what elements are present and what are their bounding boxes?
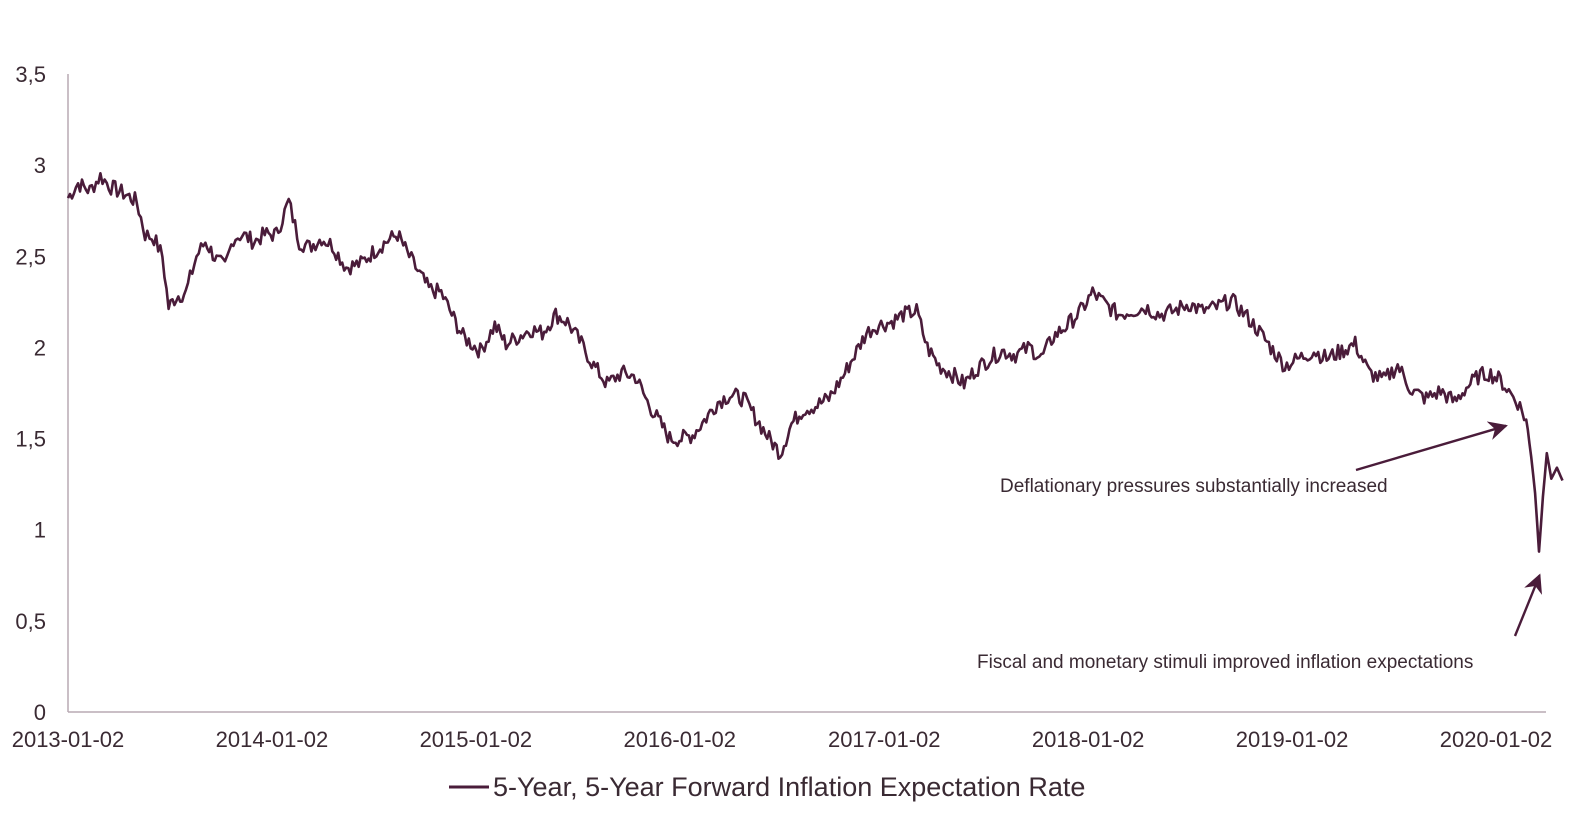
legend-label: 5-Year, 5-Year Forward Inflation Expecta… [493, 772, 1085, 802]
legend: 5-Year, 5-Year Forward Inflation Expecta… [449, 772, 1085, 802]
y-tick-label: 0 [34, 700, 46, 725]
y-tick-label: 1 [34, 518, 46, 543]
y-axis: 0 0,5 1 1,5 2 2,5 3 3,5 [15, 62, 69, 725]
y-tick-label: 2 [34, 335, 46, 360]
x-tick-label: 2016-01-02 [623, 727, 736, 752]
x-tick-label: 2015-01-02 [420, 727, 533, 752]
x-axis: 2013-01-02 2014-01-02 2015-01-02 2016-01-02… [12, 711, 1553, 752]
series-layer [66, 172, 1564, 553]
series-line [66, 172, 1564, 553]
x-tick-label: 2018-01-02 [1032, 727, 1145, 752]
x-tick-label: 2020-01-02 [1440, 727, 1553, 752]
x-tick-label: 2017-01-02 [828, 727, 941, 752]
annotation-layer: Deflationary pressures substantially inc… [977, 421, 1542, 673]
annotation-arrow-deflationary [1355, 421, 1508, 472]
x-tick-label: 2019-01-02 [1236, 727, 1349, 752]
annotation-arrow-stimuli [1513, 573, 1542, 637]
y-tick-label: 1,5 [15, 427, 46, 452]
x-tick-label: 2013-01-02 [12, 727, 125, 752]
annotation-deflationary: Deflationary pressures substantially inc… [1000, 476, 1388, 497]
y-tick-label: 0,5 [15, 609, 46, 634]
annotation-stimuli: Fiscal and monetary stimuli improved inf… [977, 652, 1473, 673]
y-tick-label: 3,5 [15, 62, 46, 87]
y-tick-label: 2,5 [15, 244, 46, 269]
y-tick-label: 3 [34, 153, 46, 178]
x-tick-label: 2014-01-02 [216, 727, 329, 752]
